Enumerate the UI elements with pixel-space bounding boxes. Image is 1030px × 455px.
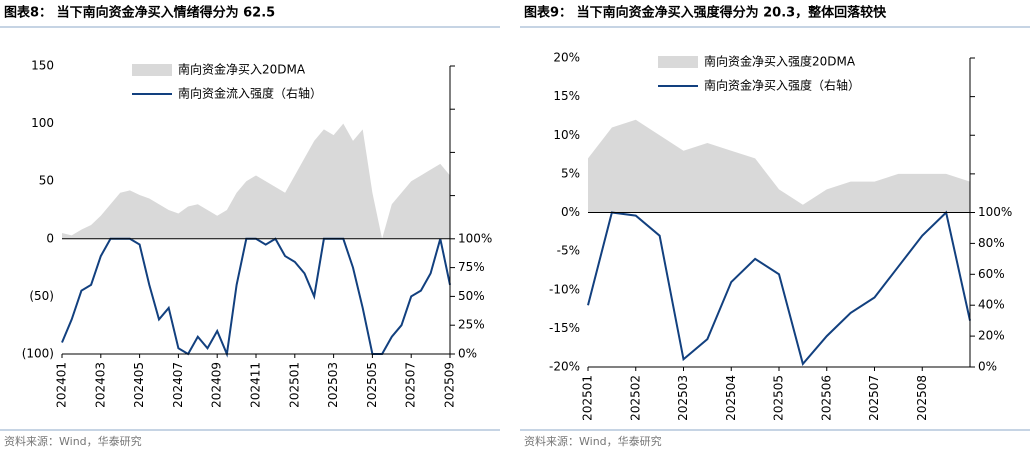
y-tick-label: (50) bbox=[29, 289, 54, 303]
y-tick-label: 10% bbox=[553, 128, 580, 142]
y-tick-label: 5% bbox=[561, 166, 580, 180]
chart-title: 图表9： 当下南向资金净买入强度得分为 20.3，整体回落较快 bbox=[524, 5, 887, 21]
y2-tick-label: 100% bbox=[978, 205, 1012, 219]
legend-swatch bbox=[132, 64, 172, 76]
x-tick-label: 202503 bbox=[676, 375, 690, 421]
y2-tick-label: 25% bbox=[458, 318, 485, 332]
y-tick-label: 100 bbox=[31, 116, 54, 130]
y2-tick-label: 40% bbox=[978, 298, 1005, 312]
x-tick-label: 202407 bbox=[171, 362, 185, 408]
y2-tick-label: 60% bbox=[978, 267, 1005, 281]
source: 资料来源：Wind，华泰研究 bbox=[4, 434, 142, 448]
x-tick-label: 202507 bbox=[404, 362, 418, 408]
x-tick-label: 202509 bbox=[443, 362, 457, 408]
y-tick-label: -5% bbox=[557, 244, 580, 258]
legend-label: 南向资金流入强度（右轴） bbox=[178, 86, 322, 101]
line bbox=[587, 210, 971, 367]
chart-title: 图表8： 当下南向资金净买入情绪得分为 62.5 bbox=[4, 5, 275, 21]
legend-label: 南向资金净买入20DMA bbox=[178, 62, 306, 77]
legend-label: 南向资金净买入强度20DMA bbox=[704, 54, 856, 69]
area bbox=[588, 119, 970, 213]
y2-tick-label: 20% bbox=[978, 329, 1005, 343]
y2-tick-label: 75% bbox=[458, 260, 485, 274]
y2-tick-label: 0% bbox=[458, 347, 477, 361]
y2-tick-label: 0% bbox=[978, 360, 997, 374]
x-tick-label: 202401 bbox=[55, 362, 69, 408]
y-tick-label: 150 bbox=[31, 59, 54, 73]
y-tick-label: -15% bbox=[549, 321, 580, 335]
y2-tick-label: 80% bbox=[978, 236, 1005, 250]
y-tick-label: 20% bbox=[553, 51, 580, 65]
x-tick-label: 202508 bbox=[915, 375, 929, 421]
x-tick-label: 202505 bbox=[365, 362, 379, 408]
y2-tick-label: 50% bbox=[458, 289, 485, 303]
y-tick-label: -10% bbox=[549, 282, 580, 296]
x-tick-label: 202501 bbox=[287, 362, 301, 408]
y-tick-label: 0 bbox=[46, 231, 54, 245]
x-tick-label: 202501 bbox=[581, 375, 595, 421]
x-tick-label: 202505 bbox=[772, 375, 786, 421]
y-tick-label: (100) bbox=[22, 347, 54, 361]
y-tick-label: 15% bbox=[553, 89, 580, 103]
x-tick-label: 202507 bbox=[867, 375, 881, 421]
legend-label: 南向资金净买入强度（右轴） bbox=[704, 78, 860, 93]
area bbox=[62, 123, 450, 239]
x-tick-label: 202411 bbox=[249, 362, 263, 408]
y-tick-label: -20% bbox=[549, 360, 580, 374]
y2-tick-label: 100% bbox=[458, 231, 492, 245]
legend-swatch bbox=[658, 56, 698, 68]
source: 资料来源：Wind，华泰研究 bbox=[524, 434, 662, 448]
x-tick-label: 202503 bbox=[326, 362, 340, 408]
x-tick-label: 202504 bbox=[724, 375, 738, 421]
x-tick-label: 202506 bbox=[819, 375, 833, 421]
x-tick-label: 202405 bbox=[132, 362, 146, 408]
x-tick-label: 202403 bbox=[93, 362, 107, 408]
x-tick-label: 202409 bbox=[210, 362, 224, 408]
y-tick-label: 50 bbox=[39, 174, 54, 188]
x-tick-label: 202502 bbox=[628, 375, 642, 421]
line bbox=[61, 237, 451, 358]
y-tick-label: 0% bbox=[561, 205, 580, 219]
